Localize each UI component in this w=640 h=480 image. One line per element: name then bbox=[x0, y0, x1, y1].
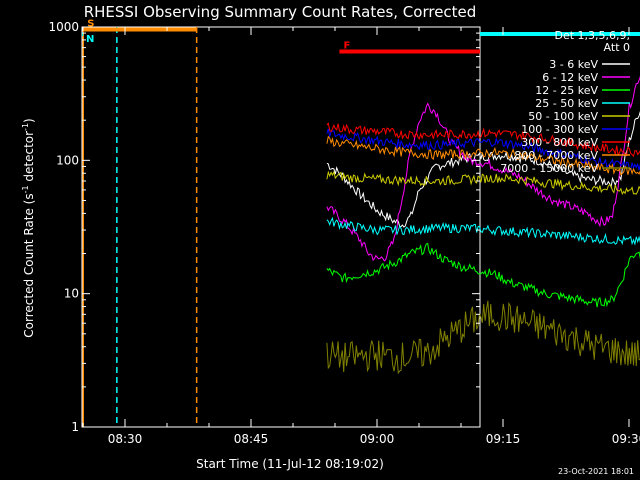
series-group bbox=[326, 75, 640, 375]
legend-header-attenuator: Att 0 bbox=[604, 41, 630, 54]
y-tick-label-1: 100 bbox=[56, 153, 79, 167]
footer-timestamp: 23-Oct-2021 18:01 bbox=[558, 467, 634, 476]
series-line-8 bbox=[326, 300, 640, 375]
vertical-lines bbox=[82, 27, 198, 427]
y-axis-label: Corrected Count Rate (s-1 detector-1) bbox=[21, 118, 36, 337]
legend-label-6: 300 - 800 keV bbox=[521, 136, 598, 149]
marker-label-0: S bbox=[87, 18, 94, 29]
legend-label-5: 100 - 300 keV bbox=[521, 123, 598, 136]
marker-label-3: F bbox=[343, 41, 350, 52]
mode-markers: SNNF bbox=[82, 18, 640, 54]
legend-label-1: 6 - 12 keV bbox=[542, 71, 598, 84]
plot-frame bbox=[81, 26, 481, 428]
series-line-5 bbox=[326, 128, 640, 171]
y-axis: 1000 100 10 1 bbox=[48, 20, 480, 434]
legend-label-0: 3 - 6 keV bbox=[549, 58, 598, 71]
y-tick-label-3: 1 bbox=[71, 420, 79, 434]
series-line-7 bbox=[326, 135, 640, 176]
legend-label-3: 25 - 50 keV bbox=[535, 97, 598, 110]
legend-label-8: 7000 - 15000 keV bbox=[500, 162, 598, 175]
legend-label-4: 50 - 100 keV bbox=[528, 110, 598, 123]
series-line-0 bbox=[326, 110, 640, 228]
series-line-4 bbox=[326, 170, 640, 196]
x-axis-label: Start Time (11-Jul-12 08:19:02) bbox=[196, 457, 384, 471]
y-tick-label-0: 1000 bbox=[48, 20, 79, 34]
series-line-2 bbox=[326, 242, 640, 308]
x-tick-label-2: 09:00 bbox=[360, 432, 395, 446]
legend-header-detectors: Det 1,3,5,6,9, bbox=[554, 29, 630, 42]
x-tick-label-4: 09:30 bbox=[612, 432, 640, 446]
x-tick-label-3: 09:15 bbox=[486, 432, 521, 446]
x-tick-label-0: 08:30 bbox=[108, 432, 143, 446]
chart-title: RHESSI Observing Summary Count Rates, Co… bbox=[84, 3, 477, 21]
x-tick-label-1: 08:45 bbox=[234, 432, 269, 446]
marker-label-1: N bbox=[86, 34, 94, 45]
legend-label-2: 12 - 25 keV bbox=[535, 84, 598, 97]
series-line-6 bbox=[326, 122, 640, 158]
series-line-1 bbox=[326, 75, 640, 262]
series-line-3 bbox=[326, 216, 640, 246]
y-tick-label-2: 10 bbox=[64, 287, 79, 301]
legend-label-7: 800 - 7000 keV bbox=[514, 149, 598, 162]
